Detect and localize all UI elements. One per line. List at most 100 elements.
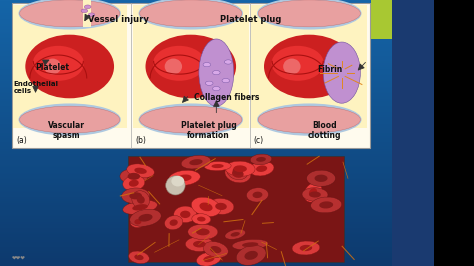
Ellipse shape (193, 241, 206, 247)
Circle shape (88, 13, 95, 17)
Text: Platelet plug: Platelet plug (220, 15, 282, 24)
Ellipse shape (18, 103, 121, 136)
Ellipse shape (171, 176, 184, 186)
Ellipse shape (192, 214, 211, 225)
Ellipse shape (204, 161, 231, 171)
Ellipse shape (256, 165, 267, 172)
Text: Platelet: Platelet (36, 63, 70, 72)
Ellipse shape (137, 196, 145, 204)
Circle shape (203, 63, 210, 67)
Ellipse shape (129, 192, 142, 199)
Circle shape (222, 78, 229, 83)
Ellipse shape (33, 46, 84, 81)
Ellipse shape (134, 168, 147, 174)
Ellipse shape (258, 106, 360, 133)
Text: Collagen fibers: Collagen fibers (194, 93, 260, 102)
Ellipse shape (309, 192, 321, 198)
Ellipse shape (232, 170, 244, 178)
Text: Vessel injury: Vessel injury (88, 15, 148, 24)
Ellipse shape (225, 229, 246, 239)
Ellipse shape (170, 219, 178, 226)
Circle shape (205, 81, 213, 85)
Ellipse shape (130, 216, 146, 228)
Ellipse shape (319, 201, 333, 209)
Ellipse shape (146, 35, 236, 98)
Ellipse shape (225, 161, 255, 176)
Ellipse shape (272, 46, 324, 81)
Ellipse shape (283, 59, 301, 74)
Ellipse shape (215, 203, 227, 210)
Circle shape (212, 70, 220, 75)
Ellipse shape (128, 251, 149, 264)
Ellipse shape (304, 183, 322, 202)
Ellipse shape (134, 255, 144, 260)
Ellipse shape (196, 228, 210, 235)
Ellipse shape (246, 188, 268, 202)
Ellipse shape (180, 211, 191, 218)
Ellipse shape (249, 161, 274, 176)
Ellipse shape (128, 173, 140, 180)
Ellipse shape (127, 164, 155, 178)
Bar (392, 0, 434, 266)
Ellipse shape (164, 59, 182, 74)
Bar (434, 0, 474, 266)
Text: Platelet plug
formation: Platelet plug formation (181, 121, 237, 140)
Ellipse shape (174, 206, 197, 223)
Ellipse shape (250, 154, 272, 165)
Ellipse shape (264, 35, 355, 98)
Ellipse shape (129, 180, 139, 187)
Circle shape (81, 9, 88, 13)
Ellipse shape (191, 197, 220, 217)
Ellipse shape (19, 106, 120, 133)
Ellipse shape (310, 197, 342, 213)
Ellipse shape (208, 198, 234, 214)
Ellipse shape (245, 251, 258, 260)
Ellipse shape (138, 103, 243, 136)
Ellipse shape (138, 214, 153, 222)
Text: (c): (c) (254, 136, 264, 145)
Ellipse shape (227, 163, 248, 180)
Text: Vascular
spasm: Vascular spasm (48, 121, 85, 140)
Ellipse shape (242, 242, 258, 247)
Ellipse shape (257, 0, 362, 30)
Ellipse shape (233, 168, 242, 175)
Ellipse shape (307, 170, 336, 186)
Ellipse shape (189, 159, 202, 165)
Ellipse shape (123, 200, 157, 214)
Ellipse shape (140, 0, 242, 27)
Ellipse shape (302, 188, 328, 201)
Ellipse shape (211, 164, 224, 168)
Ellipse shape (230, 232, 240, 236)
Ellipse shape (138, 0, 243, 30)
Bar (128, 156, 344, 262)
FancyBboxPatch shape (12, 3, 370, 148)
Ellipse shape (232, 239, 268, 250)
Ellipse shape (188, 224, 218, 240)
Bar (251, 5, 367, 128)
Ellipse shape (177, 174, 191, 181)
Ellipse shape (181, 155, 211, 169)
Ellipse shape (225, 165, 251, 183)
Ellipse shape (185, 237, 213, 252)
Ellipse shape (140, 106, 242, 133)
Ellipse shape (256, 157, 266, 162)
Bar (133, 5, 249, 128)
Ellipse shape (210, 246, 221, 253)
Text: Fibrin: Fibrin (318, 65, 343, 74)
Ellipse shape (132, 191, 150, 209)
Ellipse shape (292, 241, 320, 255)
Ellipse shape (257, 103, 362, 136)
Ellipse shape (315, 175, 328, 182)
Ellipse shape (236, 245, 266, 265)
Ellipse shape (309, 188, 317, 197)
Text: ❤❤❤: ❤❤❤ (12, 257, 26, 262)
Text: (b): (b) (135, 136, 146, 145)
Ellipse shape (18, 0, 121, 30)
Text: (a): (a) (17, 136, 27, 145)
Ellipse shape (200, 202, 212, 211)
Ellipse shape (135, 219, 141, 225)
Ellipse shape (197, 252, 221, 266)
Ellipse shape (169, 170, 201, 185)
Ellipse shape (258, 0, 360, 27)
Circle shape (224, 60, 232, 64)
